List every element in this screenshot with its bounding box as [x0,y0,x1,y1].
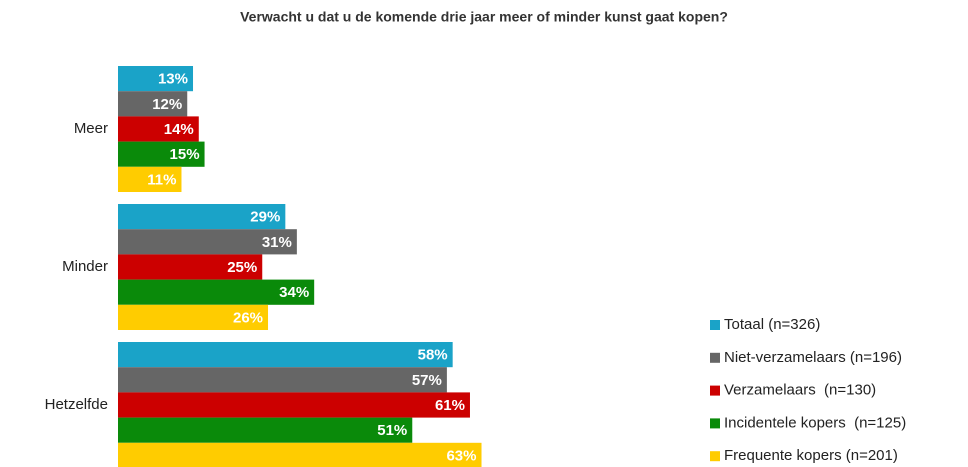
bar [118,116,199,142]
bar [118,342,453,368]
legend-label: Niet-verzamelaars (n=196) [724,349,902,366]
bar [118,254,263,280]
legend-label: Verzamelaars (n=130) [724,382,876,399]
bar [118,392,470,418]
data-label: 34% [279,284,309,301]
data-label: 25% [227,259,257,276]
data-label: 11% [147,171,176,188]
legend-label: Totaal (n=326) [724,316,820,333]
bar [118,141,205,167]
category-label: Minder [62,258,108,275]
data-label: 51% [377,422,407,439]
bar [118,304,269,330]
legend-swatch [710,418,720,429]
bar [118,66,194,92]
data-label: 29% [250,209,280,226]
data-label: 12% [152,96,182,113]
chart-title: Verwacht u dat u de komende drie jaar me… [240,9,728,25]
bar [118,367,447,393]
legend-label: Frequente kopers (n=201) [724,447,898,464]
bar [118,417,413,443]
data-label: 15% [170,146,200,163]
legend-swatch [710,385,720,396]
data-label: 14% [164,121,194,138]
legend-swatch [710,352,720,363]
data-label: 26% [233,309,263,326]
bar [118,91,188,117]
bar [118,166,182,192]
bar [118,229,297,255]
legend-label: Incidentele kopers (n=125) [724,414,906,431]
data-label: 63% [446,447,476,464]
legend-swatch [710,320,720,330]
bar [118,442,482,467]
data-label: 58% [418,347,448,364]
category-label: Hetzelfde [45,396,108,413]
legend-swatch [710,451,720,462]
data-label: 57% [412,372,442,389]
data-label: 13% [158,71,188,88]
data-label: 61% [435,397,465,414]
category-label: Meer [74,120,108,137]
bar [118,279,315,305]
data-label: 31% [262,234,292,251]
bar [118,204,286,230]
